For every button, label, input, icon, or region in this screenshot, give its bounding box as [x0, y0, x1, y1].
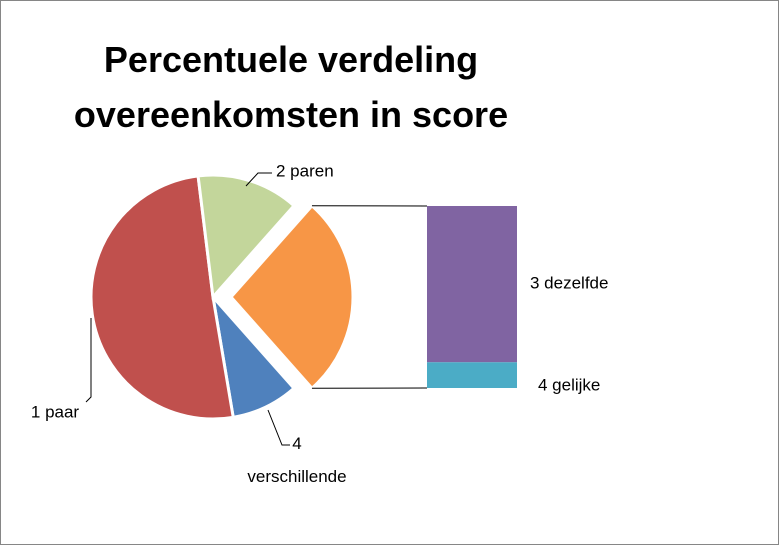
data-label: 2 paren [276, 161, 334, 180]
leader-line [245, 172, 272, 187]
bar-segment [427, 206, 517, 363]
bar-segment [427, 362, 517, 388]
pie-slice [196, 173, 297, 301]
pie-slice-other [228, 203, 355, 391]
leader-line [267, 409, 290, 446]
pie-slice [89, 174, 235, 421]
data-label: 1 paar [31, 402, 80, 421]
chart-title: Percentuele verdeling overeenkomsten in s… [74, 39, 508, 135]
data-label: 4 verschillende [247, 434, 346, 486]
data-label: 3 dezelfde [530, 273, 608, 292]
data-label: 4 gelijke [538, 375, 600, 394]
leader-line [85, 318, 92, 403]
